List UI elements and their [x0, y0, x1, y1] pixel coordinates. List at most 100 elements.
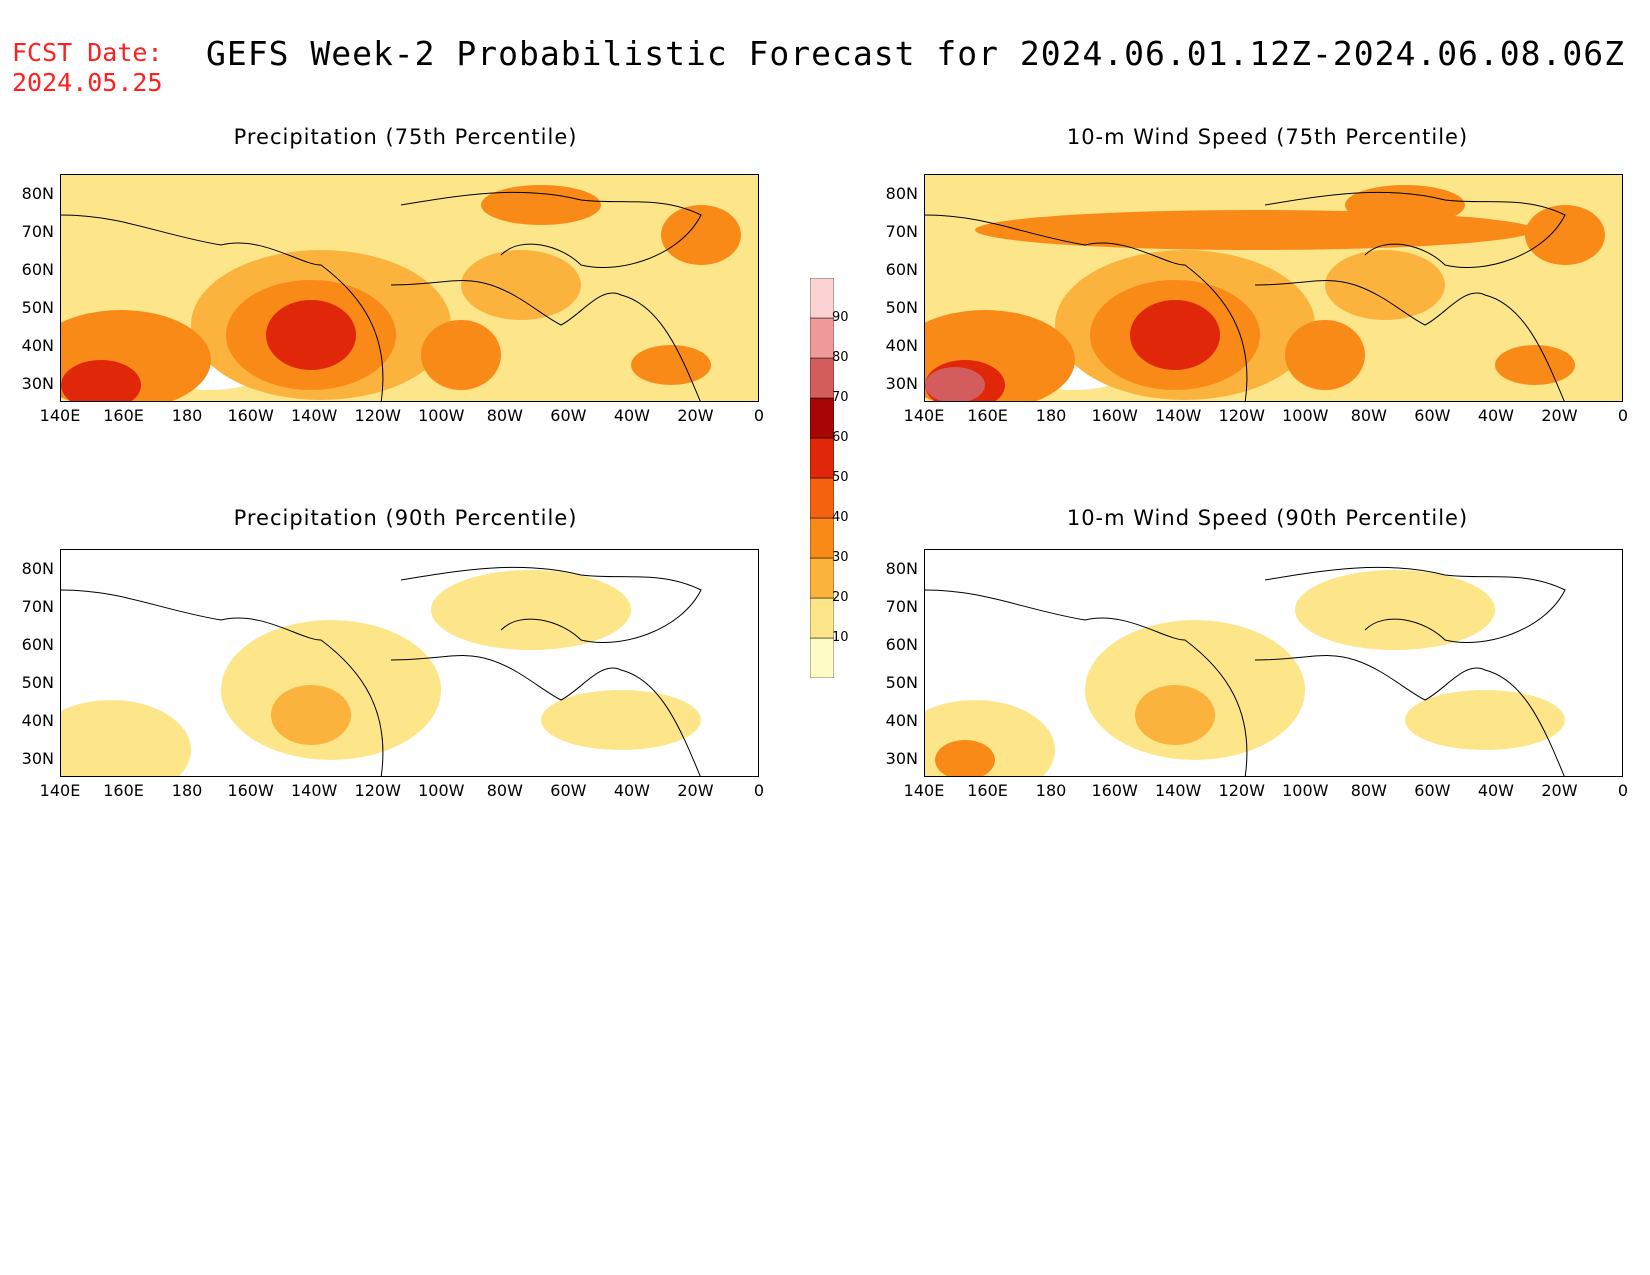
probability-contour: [1495, 345, 1575, 385]
probability-contour: [271, 685, 351, 745]
probability-contour: [61, 700, 191, 776]
lon-tick-label: 20W: [677, 406, 714, 425]
lon-tick-label: 60W: [550, 781, 587, 800]
lon-tick-label: 0: [1617, 781, 1629, 800]
lon-tick-label: 160W: [1091, 406, 1138, 425]
map-wind75: [924, 174, 1623, 402]
lon-tick-label: 140W: [290, 781, 338, 800]
colorbar-segment: [810, 278, 834, 319]
lon-tick-label: 140W: [1154, 406, 1202, 425]
colorbar-level-label: 10: [832, 630, 849, 645]
lon-tick-label: 100W: [1282, 406, 1329, 425]
lon-tick-label: 0: [1617, 406, 1629, 425]
lon-tick-label: 60W: [550, 406, 587, 425]
probability-contour: [925, 367, 985, 401]
lon-tick-label: 120W: [1218, 781, 1265, 800]
colorbar-segment: [810, 637, 834, 678]
lat-tick-label: 30N: [885, 374, 918, 393]
probability-contour: [1135, 685, 1215, 745]
lon-tick-label: 40W: [613, 406, 650, 425]
lon-tick-label: 160E: [103, 406, 144, 425]
colorbar-level-label: 30: [832, 550, 849, 565]
lon-tick-label: 0: [753, 781, 765, 800]
colorbar-segment: [810, 317, 834, 359]
colorbar-level-label: 60: [832, 430, 849, 445]
lon-tick-label: 160E: [967, 406, 1008, 425]
colorbar-segment: [810, 557, 834, 599]
colorbar-segment: [810, 357, 834, 399]
coastline: [925, 566, 1566, 776]
lon-tick-label: 120W: [354, 781, 401, 800]
lon-tick-label: 140E: [39, 781, 81, 800]
lat-tick-label: 80N: [21, 184, 54, 203]
lon-tick-label: 40W: [1477, 406, 1514, 425]
map-shading: [61, 175, 758, 401]
lon-tick-label: 120W: [354, 406, 401, 425]
lon-tick-label: 160E: [103, 781, 144, 800]
lat-tick-label: 40N: [21, 711, 54, 730]
lon-tick-label: 140W: [1154, 781, 1202, 800]
lat-tick-label: 70N: [885, 222, 918, 241]
lon-tick-label: 160W: [1091, 781, 1138, 800]
lat-tick-label: 70N: [885, 597, 918, 616]
lon-tick-label: 80W: [486, 406, 523, 425]
probability-contour: [61, 360, 141, 401]
lon-tick-label: 80W: [486, 781, 523, 800]
panel-title-wind75: 10-m Wind Speed (75th Percentile): [1066, 125, 1469, 149]
lat-tick-label: 60N: [885, 260, 918, 279]
lon-tick-label: 20W: [677, 781, 714, 800]
colorbar-segment: [810, 597, 834, 639]
probability-contour: [975, 210, 1535, 250]
probability-contour: [1130, 300, 1220, 370]
lat-tick-label: 70N: [21, 222, 54, 241]
colorbar-segment: [810, 437, 834, 479]
lat-tick-label: 80N: [885, 184, 918, 203]
map-shading: [61, 550, 758, 776]
lon-tick-label: 160W: [227, 781, 274, 800]
forecast-date-label: FCST Date:: [12, 38, 163, 67]
lon-tick-label: 40W: [613, 781, 650, 800]
lon-tick-label: 80W: [1350, 781, 1387, 800]
colorbar-level-label: 70: [832, 390, 849, 405]
lon-tick-label: 100W: [418, 781, 465, 800]
panel-title-precip75: Precipitation (75th Percentile): [233, 125, 578, 149]
colorbar: [810, 278, 834, 678]
lon-tick-label: 100W: [1282, 781, 1329, 800]
probability-contour: [1325, 250, 1445, 320]
lat-tick-label: 30N: [21, 749, 54, 768]
forecast-date-value: 2024.05.25: [12, 68, 163, 97]
lat-tick-label: 50N: [885, 298, 918, 317]
lon-tick-label: 20W: [1541, 781, 1578, 800]
forecast-date-block: FCST Date: 2024.05.25: [12, 38, 163, 98]
lat-tick-label: 50N: [21, 673, 54, 692]
lat-tick-label: 30N: [21, 374, 54, 393]
colorbar-segment: [810, 397, 834, 439]
lon-tick-label: 160E: [967, 781, 1008, 800]
lat-tick-label: 50N: [21, 298, 54, 317]
lat-tick-label: 60N: [21, 635, 54, 654]
lon-tick-label: 100W: [418, 406, 465, 425]
lat-tick-label: 60N: [21, 260, 54, 279]
lon-tick-label: 140E: [903, 406, 945, 425]
colorbar-segment: [810, 517, 834, 559]
lon-tick-label: 0: [753, 406, 765, 425]
map-precip90: [60, 549, 759, 777]
probability-contour: [421, 320, 501, 390]
probability-contour: [1405, 690, 1565, 750]
lat-tick-label: 70N: [21, 597, 54, 616]
panel-title-wind90: 10-m Wind Speed (90th Percentile): [1066, 506, 1469, 530]
lat-tick-label: 60N: [885, 635, 918, 654]
probability-contour: [461, 250, 581, 320]
lon-tick-label: 180: [1035, 781, 1067, 800]
map-shading: [925, 550, 1622, 776]
colorbar-level-label: 80: [832, 350, 849, 365]
lon-tick-label: 180: [171, 781, 203, 800]
probability-contour: [481, 185, 601, 225]
lon-tick-label: 40W: [1477, 781, 1514, 800]
map-shading: [925, 175, 1622, 401]
lon-tick-label: 180: [171, 406, 203, 425]
coastline: [61, 191, 702, 401]
lat-tick-label: 80N: [885, 559, 918, 578]
coastline: [61, 566, 702, 776]
probability-contour: [661, 205, 741, 265]
